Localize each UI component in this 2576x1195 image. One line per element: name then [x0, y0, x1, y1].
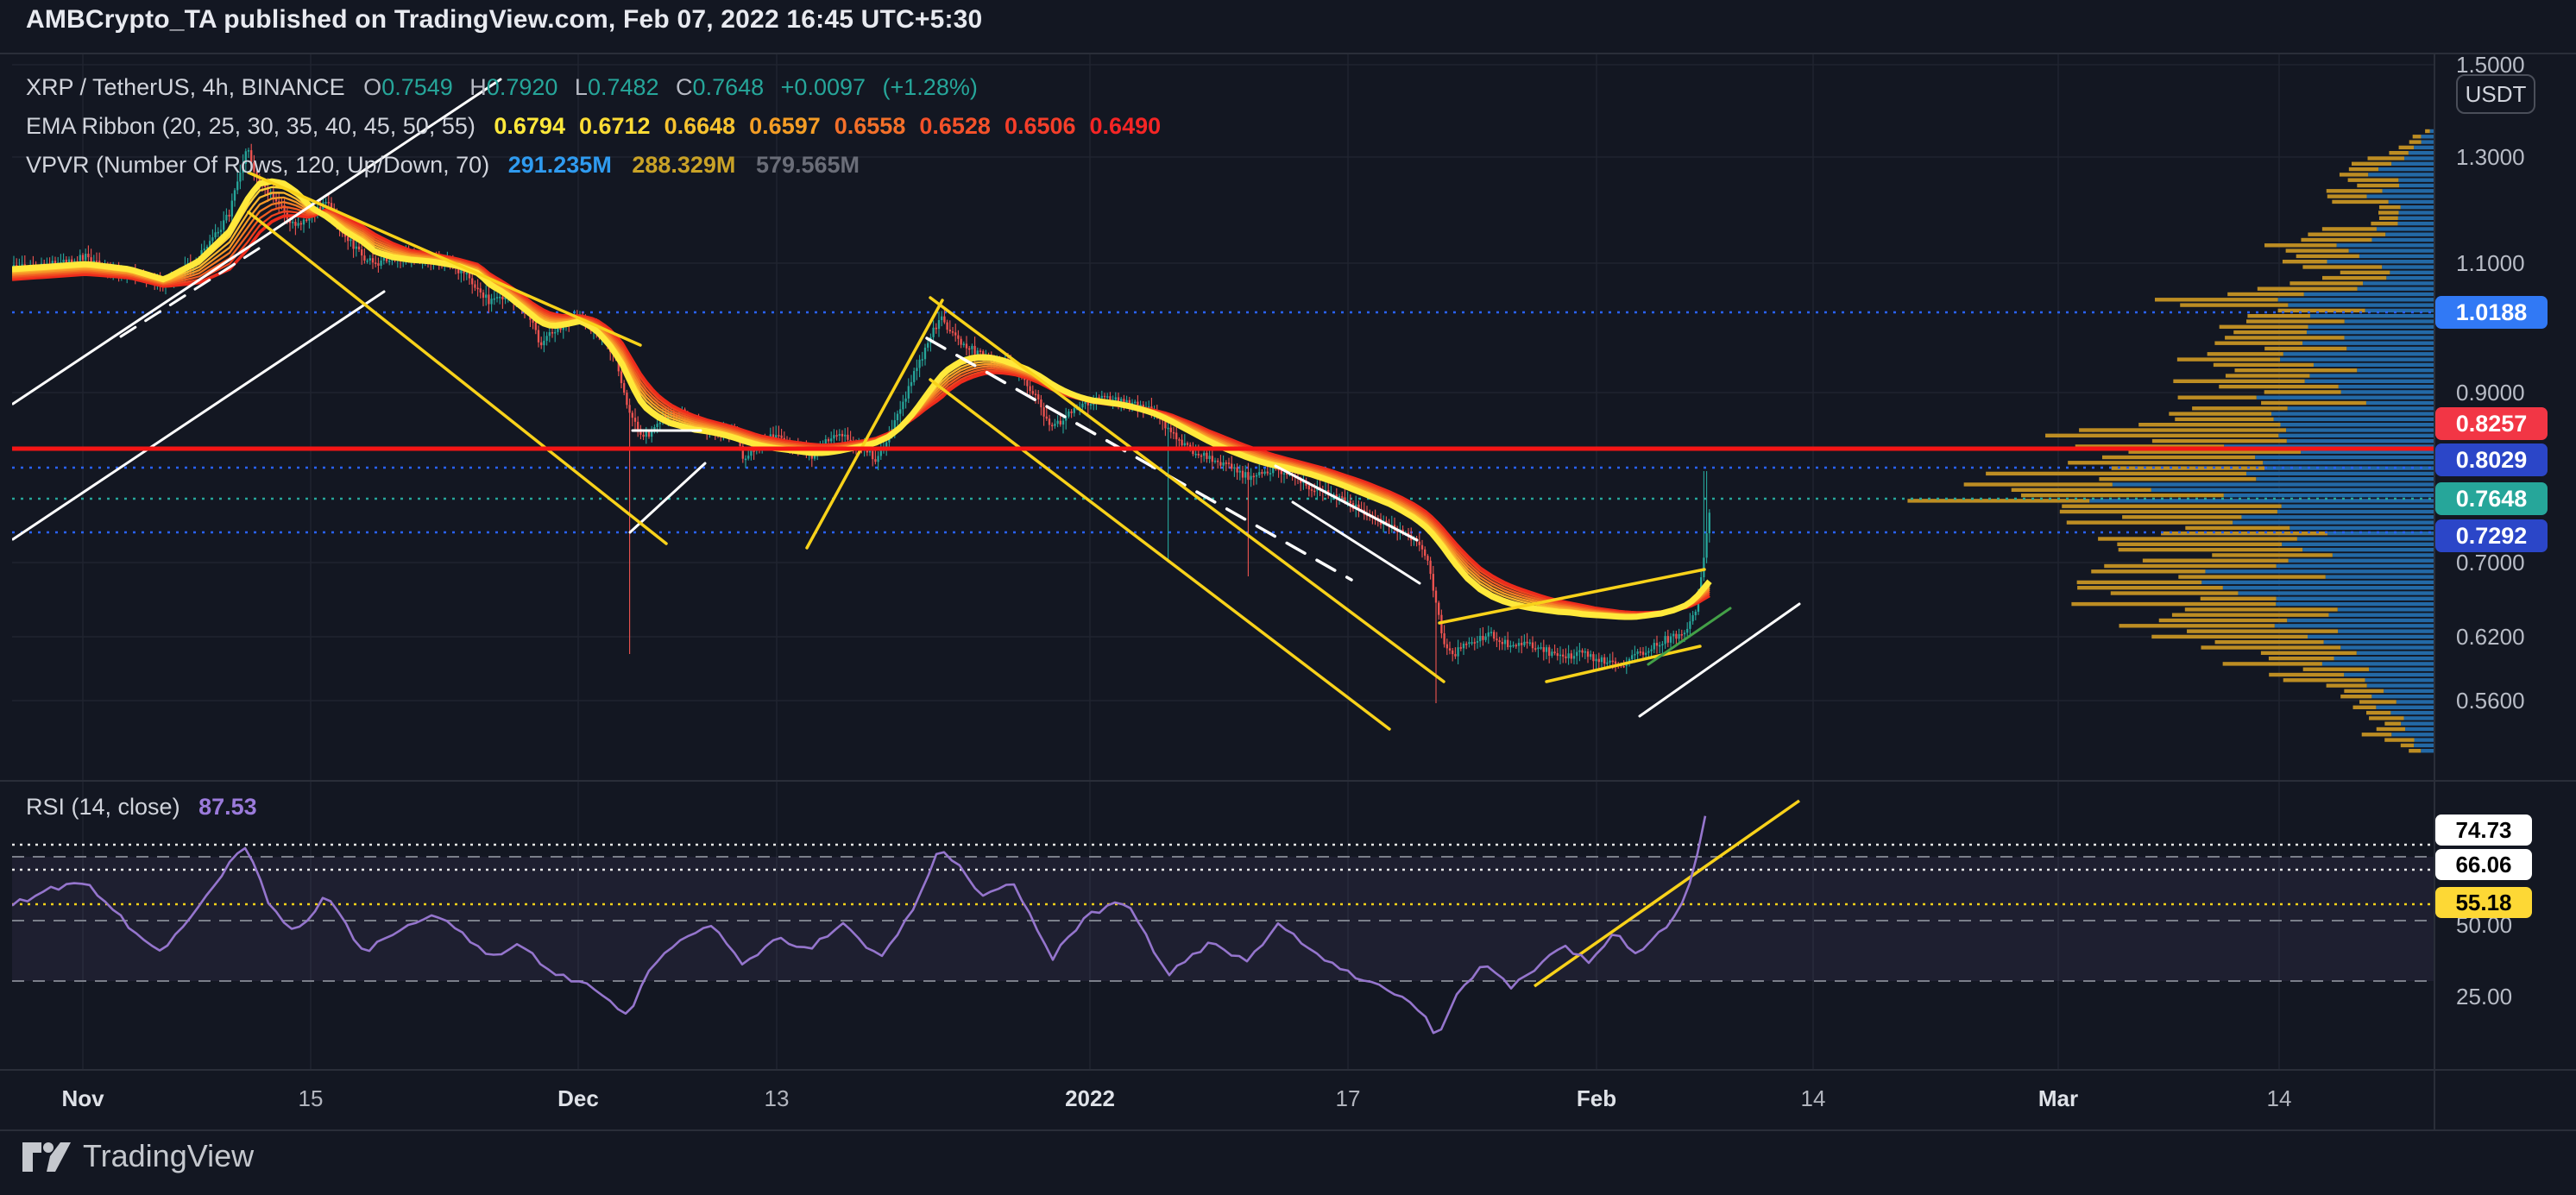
time-axis-label-2022: 2022 [1065, 1085, 1115, 1111]
time-axis-label-13: 13 [764, 1085, 790, 1111]
price-axis-label-1.1000: 1.1000 [2456, 250, 2525, 276]
ema-value-1: 0.6712 [578, 113, 651, 139]
price-badge-0.8257: 0.8257 [2435, 407, 2548, 440]
ema-value-4: 0.6558 [834, 113, 906, 139]
rsi-badge-55.18: 55.18 [2435, 887, 2532, 918]
ema-ribbon-values: 0.6794 0.6712 0.6648 0.6597 0.6558 0.6528 0.65… [494, 113, 1175, 139]
vpvr-title: VPVR (Number Of Rows, 120, Up/Down, 70) [26, 152, 490, 178]
rsi-badge-74.73: 74.73 [2435, 814, 2532, 846]
ema-value-2: 0.6648 [664, 113, 736, 139]
open-label: O [363, 74, 382, 100]
ema-value-5: 0.6528 [919, 113, 991, 139]
rsi-axis-label-25.00: 25.00 [2456, 984, 2513, 1009]
vpvr-down-volume: 288.329M [632, 152, 736, 178]
price-badge-1.0188: 1.0188 [2435, 296, 2548, 329]
ema-ribbon-legend-row[interactable]: EMA Ribbon (20, 25, 30, 35, 40, 45, 50, … [26, 113, 1175, 140]
time-axis-label-Nov: Nov [61, 1085, 104, 1111]
pane-frame [0, 53, 2576, 1131]
change-percent: (+1.28%) [882, 74, 978, 100]
published-watermark: AMBCrypto_TA published on TradingView.co… [26, 5, 983, 34]
ema-value-6: 0.6506 [1004, 113, 1076, 139]
symbol-legend-row[interactable]: XRP / TetherUS, 4h, BINANCE O0.7549 H0.7… [26, 74, 988, 101]
high-label: H [469, 74, 487, 100]
ema-ribbon-title: EMA Ribbon (20, 25, 30, 35, 40, 45, 50, … [26, 113, 476, 139]
time-axis-label-15: 15 [298, 1085, 324, 1111]
open-value: 0.7549 [381, 74, 453, 100]
tradingview-logo-icon [22, 1142, 71, 1172]
price-level-lines [12, 311, 2434, 534]
vpvr-legend-row[interactable]: VPVR (Number Of Rows, 120, Up/Down, 70) … [26, 152, 860, 179]
ema-ribbon [12, 178, 1712, 620]
ema-value-7: 0.6490 [1089, 113, 1162, 139]
rsi-badge-66.06: 66.06 [2435, 849, 2532, 880]
gridlines [12, 53, 2434, 1070]
vpvr-total-volume: 579.565M [755, 152, 860, 178]
price-badge-0.7292: 0.7292 [2435, 519, 2548, 552]
trendline-drawings[interactable] [12, 78, 1801, 731]
price-axis-label-1.3000: 1.3000 [2456, 144, 2525, 170]
close-value: 0.7648 [692, 74, 765, 100]
rsi-title: RSI (14, close) [26, 794, 180, 820]
currency-unit-button[interactable]: USDT [2456, 74, 2535, 114]
price-axis-label-0.6200: 0.6200 [2456, 624, 2525, 650]
price-axis-label-0.7000: 0.7000 [2456, 550, 2525, 575]
tradingview-brand-text: TradingView [83, 1138, 255, 1173]
ema-value-3: 0.6597 [749, 113, 821, 139]
low-value: 0.7482 [587, 74, 659, 100]
time-axis-label-17: 17 [1335, 1085, 1361, 1111]
ema-value-0: 0.6794 [494, 113, 565, 139]
price-axis-label-1.5000: 1.5000 [2456, 52, 2525, 78]
time-axis-label-14: 14 [1800, 1085, 1826, 1111]
rsi-pane [12, 799, 2434, 1035]
volume-profile [1907, 129, 2434, 753]
price-axis-label-0.9000: 0.9000 [2456, 380, 2525, 406]
tradingview-branding[interactable]: TradingView [22, 1137, 254, 1175]
price-badge-0.8029: 0.8029 [2435, 443, 2548, 476]
time-axis-label-Feb: Feb [1576, 1085, 1617, 1111]
rsi-legend-row[interactable]: RSI (14, close) 87.53 [26, 794, 257, 821]
rsi-value: 87.53 [198, 794, 257, 820]
time-axis[interactable] [0, 1071, 2576, 1131]
close-label: C [676, 74, 693, 100]
time-axis-label-14: 14 [2266, 1085, 2292, 1111]
low-label: L [574, 74, 588, 100]
time-axis-label-Mar: Mar [2037, 1085, 2079, 1111]
vpvr-up-volume: 291.235M [507, 152, 612, 178]
price-badge-0.7648: 0.7648 [2435, 482, 2548, 515]
high-value: 0.7920 [486, 74, 558, 100]
change-value: +0.0097 [780, 74, 866, 100]
time-axis-label-Dec: Dec [557, 1085, 599, 1111]
price-axis-label-0.5600: 0.5600 [2456, 688, 2525, 714]
symbol-title: XRP / TetherUS, 4h, BINANCE [26, 74, 345, 100]
